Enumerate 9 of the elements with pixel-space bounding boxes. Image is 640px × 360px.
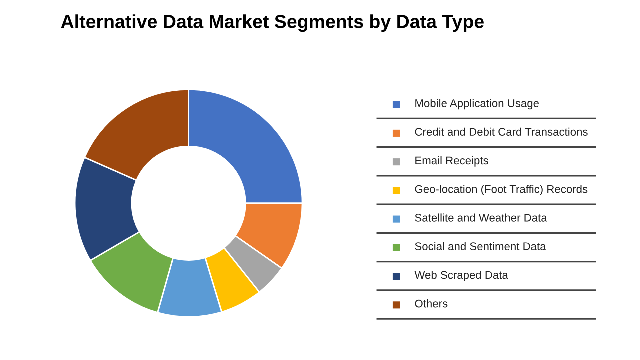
- legend-label: Geo-location (Foot Traffic) Records: [415, 185, 588, 196]
- legend-label: Email Receipts: [416, 156, 488, 167]
- legend-label: Others: [415, 300, 448, 308]
- legend-label: Web Scraped Data: [414, 270, 508, 282]
- chart-title: Alternative Data Market Segments by Data Type: [61, 14, 484, 32]
- legend-label: Social and Sentiment Data: [415, 242, 546, 250]
- legend-label: Satellite and Weather Data: [415, 214, 548, 222]
- legend-label: Credit and Debit Card Transactions: [415, 128, 588, 136]
- legend-label: Mobile Application Usage: [416, 99, 539, 110]
